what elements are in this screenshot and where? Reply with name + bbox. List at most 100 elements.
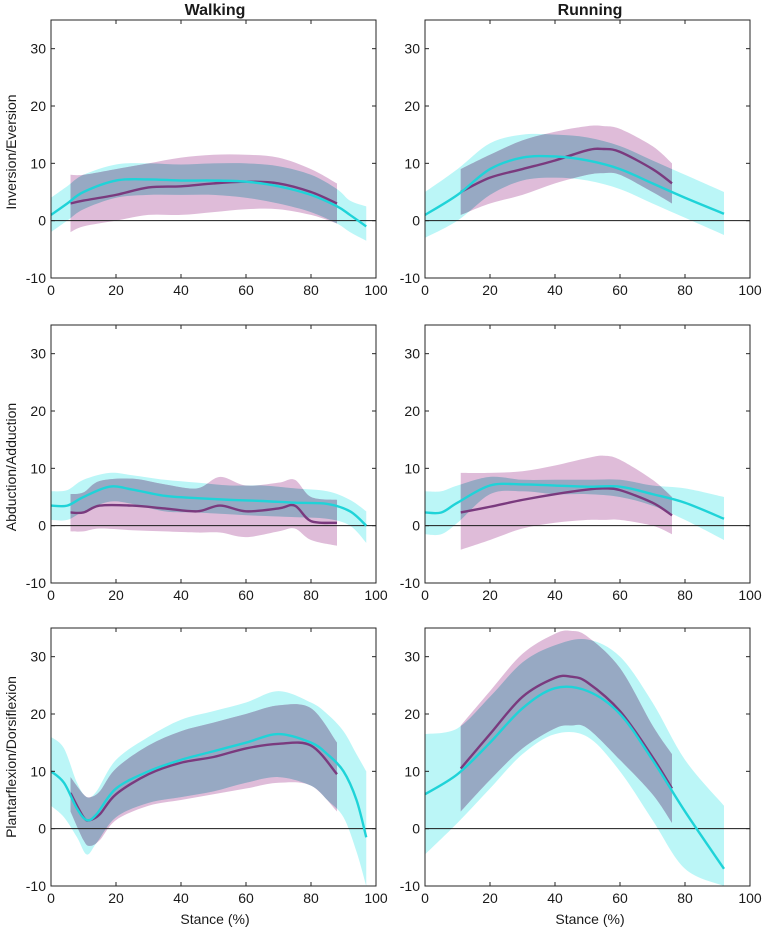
- x-tick-label: 100: [364, 282, 388, 298]
- y-tick-label: -10: [26, 878, 46, 894]
- y-tick-label: 20: [404, 403, 420, 419]
- y-tick-label: 0: [412, 821, 420, 837]
- y-tick-label: 30: [404, 346, 420, 362]
- x-tick-label: 40: [173, 282, 189, 298]
- y-tick-label: 30: [30, 649, 46, 665]
- y-tick-label: 0: [38, 821, 46, 837]
- x-tick-label: 20: [482, 890, 498, 906]
- y-tick-label: 30: [404, 649, 420, 665]
- y-tick-label: -10: [400, 878, 420, 894]
- cyan-mean-line: [51, 177, 367, 228]
- cyan-mean-line: [51, 485, 368, 527]
- x-tick-label: 40: [547, 587, 563, 603]
- x-tick-label: 20: [108, 282, 124, 298]
- x-tick-label: 80: [303, 587, 319, 603]
- purple-sd-band: [460, 455, 672, 550]
- x-tick-label: 60: [238, 890, 254, 906]
- x-tick-label: 80: [677, 282, 693, 298]
- plot-area: [51, 154, 376, 241]
- cyan-mean-line: [425, 685, 725, 870]
- y-tick-label: -10: [400, 270, 420, 286]
- x-tick-label: 20: [108, 587, 124, 603]
- y-tick-label: 0: [38, 213, 46, 229]
- y-tick-label: 20: [30, 403, 46, 419]
- y-tick-label: 20: [30, 706, 46, 722]
- y-tick-label: 0: [412, 213, 420, 229]
- axes-box: [424, 627, 751, 887]
- y-tick-label: 10: [404, 155, 420, 171]
- y-tick-label: 10: [30, 155, 46, 171]
- purple-mean-line: [70, 180, 338, 205]
- plot-area: [425, 630, 750, 886]
- row-ylabel-plantarflexion-dorsiflexion: Plantarflexion/Dorsiflexion: [3, 676, 19, 838]
- x-tick-label: 100: [738, 282, 762, 298]
- plot-area: [425, 125, 750, 238]
- y-tick-label: 20: [30, 98, 46, 114]
- y-tick-label: 30: [30, 41, 46, 57]
- axes-box: [50, 19, 377, 279]
- y-tick-label: 10: [30, 460, 46, 476]
- x-tick-label: 0: [421, 587, 429, 603]
- x-tick-label: 80: [677, 890, 693, 906]
- x-tick-label: 100: [364, 587, 388, 603]
- x-tick-label: 40: [547, 890, 563, 906]
- purple-mean-line: [459, 674, 674, 790]
- purple-mean-line: [460, 147, 673, 194]
- row-ylabel-abduction-adduction: Abduction/Adduction: [3, 403, 19, 531]
- x-tick-label: 20: [108, 890, 124, 906]
- axes-box: [424, 19, 751, 279]
- purple-mean-line: [70, 503, 338, 525]
- x-tick-label: 60: [612, 282, 628, 298]
- y-tick-label: 20: [404, 706, 420, 722]
- row-ylabel-inversion-eversion: Inversion/Eversion: [3, 94, 19, 209]
- overlap-band: [460, 638, 672, 823]
- xlabel-running: Stance (%): [555, 911, 624, 927]
- y-tick-label: 0: [38, 518, 46, 534]
- x-tick-label: 0: [47, 282, 55, 298]
- purple-mean-line: [460, 487, 673, 517]
- x-tick-label: 60: [612, 587, 628, 603]
- x-tick-label: 100: [738, 587, 762, 603]
- axes-box: [50, 627, 377, 887]
- y-tick-label: 10: [30, 763, 46, 779]
- x-tick-label: 60: [238, 282, 254, 298]
- x-tick-label: 40: [173, 890, 189, 906]
- x-tick-label: 20: [482, 282, 498, 298]
- axes-box: [50, 324, 377, 584]
- x-tick-label: 40: [173, 587, 189, 603]
- x-tick-label: 0: [421, 890, 429, 906]
- y-tick-label: 20: [404, 98, 420, 114]
- y-tick-label: 0: [412, 518, 420, 534]
- x-tick-label: 60: [612, 890, 628, 906]
- x-tick-label: 80: [677, 587, 693, 603]
- column-title-running: Running: [558, 2, 623, 19]
- x-tick-label: 20: [482, 587, 498, 603]
- y-tick-label: -10: [400, 575, 420, 591]
- column-title-walking: Walking: [185, 2, 246, 19]
- x-tick-label: 80: [303, 282, 319, 298]
- y-tick-label: 10: [404, 460, 420, 476]
- x-tick-label: 100: [738, 890, 762, 906]
- plot-area: [51, 691, 376, 886]
- y-tick-label: 30: [30, 346, 46, 362]
- y-tick-label: -10: [26, 575, 46, 591]
- plot-area: [425, 455, 750, 550]
- x-tick-label: 60: [238, 587, 254, 603]
- x-tick-label: 80: [303, 890, 319, 906]
- x-tick-label: 0: [421, 282, 429, 298]
- x-tick-label: 0: [47, 890, 55, 906]
- x-tick-label: 0: [47, 587, 55, 603]
- cyan-mean-line: [425, 154, 725, 216]
- xlabel-walking: Stance (%): [180, 911, 249, 927]
- x-tick-label: 100: [364, 890, 388, 906]
- x-tick-label: 40: [547, 282, 563, 298]
- cyan-mean-line: [51, 732, 368, 838]
